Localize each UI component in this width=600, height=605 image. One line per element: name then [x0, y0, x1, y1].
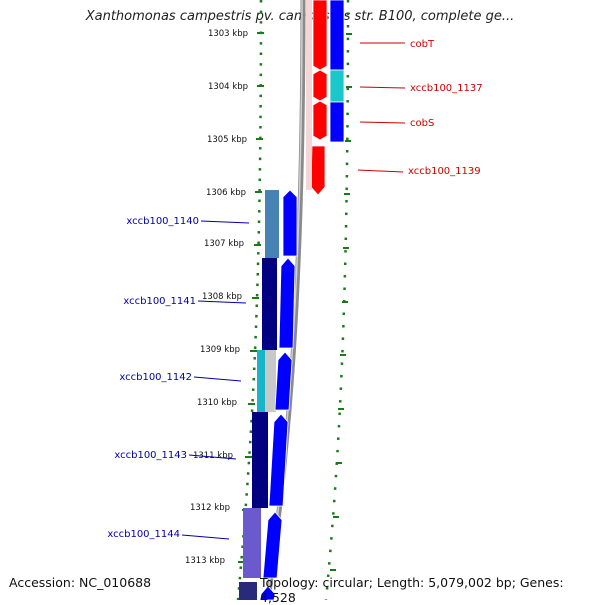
leader-line	[359, 86, 406, 89]
gene-label[interactable]: cobT	[410, 39, 435, 50]
gene-block-xccb100_1142b[interactable]	[265, 350, 276, 412]
gene-arrow-xccb100_1139[interactable]	[310, 145, 326, 196]
leader-line	[357, 169, 404, 173]
ruler-label: 1310 kbp	[197, 398, 237, 408]
outer-ring-dashes	[330, 33, 352, 571]
ruler-label: 1304 kbp	[208, 82, 248, 92]
gene-label[interactable]: xccb100_1141	[123, 296, 196, 307]
gene-arrow[interactable]	[268, 413, 289, 507]
gene-block-xccb100_1144[interactable]	[243, 508, 261, 578]
ruler-label: 1311 kbp	[193, 451, 233, 461]
gene-block-xccb100_1140[interactable]	[265, 190, 279, 258]
gene-block-xccb100_1142[interactable]	[257, 350, 265, 412]
leader-line	[181, 534, 230, 540]
reverse-strand-arrows	[259, 189, 298, 600]
ruler-label: 1303 kbp	[208, 29, 248, 39]
gene-arrow-cobS[interactable]	[312, 100, 328, 141]
forward-strand-red	[310, 0, 328, 196]
ruler-label: 1305 kbp	[207, 135, 247, 145]
gene-arrow[interactable]	[274, 351, 293, 411]
ruler-label: 1313 kbp	[185, 556, 225, 566]
gene-arrow[interactable]	[282, 189, 298, 257]
inner-dotted-ring	[236, 0, 263, 600]
ruler-label: 1306 kbp	[206, 188, 246, 198]
gene-arrow[interactable]	[262, 511, 283, 579]
gene-block[interactable]	[329, 0, 345, 71]
reverse-labels: xccb100_1140 xccb100_1141 xccb100_1142 x…	[107, 216, 250, 540]
gene-arrow[interactable]	[259, 585, 276, 600]
gene-label[interactable]: xccb100_1144	[107, 529, 180, 540]
ruler-label: 1312 kbp	[190, 503, 230, 513]
leader-line	[193, 376, 242, 382]
reverse-strand-blocks	[239, 190, 279, 600]
ruler-labels: 1303 kbp 1304 kbp 1305 kbp 1306 kbp 1307…	[185, 29, 248, 566]
accession-text: Accession: NC_010688	[9, 575, 152, 590]
leader-line	[359, 121, 406, 124]
ruler-label: 1309 kbp	[200, 345, 240, 355]
leader-line	[197, 300, 247, 304]
leader-line	[200, 220, 250, 224]
ruler-label: 1308 kbp	[202, 292, 242, 302]
gene-label[interactable]: xccb100_1139	[408, 166, 481, 177]
forward-strand-blue	[329, 0, 345, 143]
gene-block[interactable]	[329, 101, 345, 143]
forward-band	[306, 0, 312, 190]
gene-arrow-cobT[interactable]	[312, 0, 328, 71]
gene-arrow-xccb100_1137[interactable]	[312, 69, 328, 102]
gene-block-xccb100_1141[interactable]	[262, 258, 277, 350]
gene-label[interactable]: xccb100_1143	[114, 450, 187, 461]
topology-text: Topology: circular; Length: 5,079,002 bp…	[260, 575, 564, 605]
gene-block-bottom[interactable]	[239, 582, 257, 600]
gene-block-xccb100_1143[interactable]	[252, 412, 268, 508]
forward-labels: cobT xccb100_1137 cobS xccb100_1139	[357, 39, 483, 177]
map-title: Xanthomonas campestris pv. campestris st…	[85, 9, 515, 24]
gene-arrow[interactable]	[278, 257, 296, 349]
gene-label[interactable]: xccb100_1137	[410, 83, 483, 94]
leader-line	[188, 454, 237, 460]
gene-label[interactable]: xccb100_1142	[119, 372, 192, 383]
gene-block[interactable]	[329, 69, 345, 103]
gene-label[interactable]: xccb100_1140	[126, 216, 199, 227]
ruler-label: 1307 kbp	[204, 239, 244, 249]
gene-label[interactable]: cobS	[410, 118, 434, 129]
